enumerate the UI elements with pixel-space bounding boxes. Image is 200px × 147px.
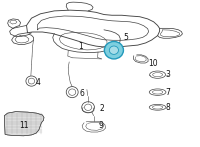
Text: 11: 11 — [20, 121, 29, 130]
Text: 9: 9 — [98, 121, 103, 130]
Text: 7: 7 — [166, 88, 170, 97]
Ellipse shape — [109, 46, 118, 54]
Polygon shape — [4, 112, 44, 136]
Text: 8: 8 — [166, 103, 170, 112]
Text: 1: 1 — [78, 42, 83, 51]
Text: 4: 4 — [35, 78, 40, 87]
Ellipse shape — [104, 41, 123, 59]
Text: 2: 2 — [100, 104, 105, 113]
Text: 6: 6 — [79, 89, 84, 98]
Text: 5: 5 — [124, 33, 129, 42]
Text: 3: 3 — [166, 70, 170, 80]
Text: 10: 10 — [149, 59, 158, 68]
